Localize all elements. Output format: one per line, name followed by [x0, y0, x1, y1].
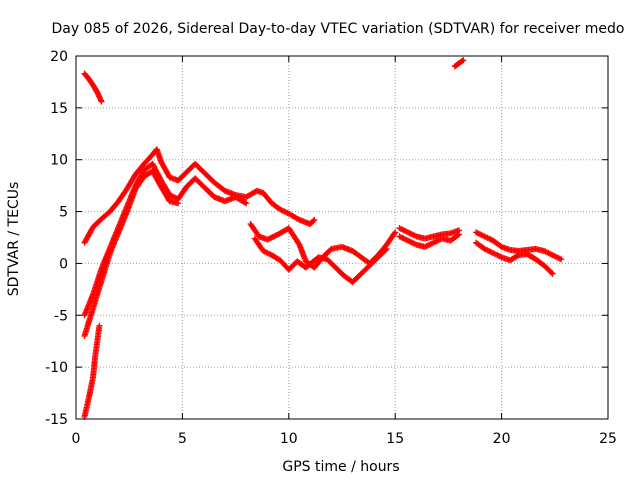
- series-track-d: [81, 322, 103, 420]
- plot-frame: [75, 55, 609, 420]
- x-tick-label: 20: [493, 431, 511, 447]
- x-axis: 0 5 10 15 20 25: [72, 56, 617, 447]
- x-tick-label: 25: [599, 431, 617, 447]
- data-point: [548, 269, 555, 276]
- data-point: [558, 256, 565, 263]
- series-track-a: [81, 146, 318, 246]
- data-point: [391, 230, 398, 237]
- series-track-upper-start: [81, 70, 105, 105]
- data-point: [382, 246, 389, 253]
- data-point: [243, 200, 250, 207]
- data-point: [311, 216, 318, 223]
- y-axis-label: SDTVAR / TECUs: [6, 182, 22, 297]
- series-track-f: [251, 235, 390, 286]
- data-point: [295, 240, 302, 247]
- y-tick-label: 20: [50, 49, 68, 65]
- data-point: [241, 199, 248, 206]
- y-tick-label: -5: [54, 308, 68, 324]
- y-axis: -15 -10 -5 0 5 10 15 20: [45, 49, 608, 428]
- y-tick-label: 0: [59, 256, 68, 272]
- series-track-late: [451, 57, 467, 70]
- x-tick-label: 5: [178, 431, 187, 447]
- data-point: [454, 232, 461, 239]
- data-point: [456, 231, 463, 238]
- y-tick-label: 5: [59, 205, 68, 221]
- y-tick-label: -10: [45, 360, 68, 376]
- data-point: [549, 270, 556, 277]
- data-point: [459, 57, 466, 64]
- x-tick-label: 15: [386, 431, 404, 447]
- y-tick-label: 10: [50, 153, 68, 169]
- chart-title: Day 085 of 2026, Sidereal Day-to-day VTE…: [52, 21, 625, 37]
- series-track-c: [81, 168, 182, 340]
- y-tick-label: -15: [45, 412, 68, 428]
- series-track-j: [473, 239, 556, 277]
- data-point: [383, 245, 390, 252]
- data-point: [392, 229, 399, 236]
- data-point: [295, 216, 302, 223]
- x-tick-label: 0: [72, 431, 81, 447]
- data-point: [96, 322, 103, 329]
- data-point: [175, 200, 182, 207]
- series-track-h: [396, 231, 463, 250]
- x-tick-label: 10: [280, 431, 298, 447]
- data-point: [310, 217, 317, 224]
- data-point: [98, 98, 105, 105]
- series-track-b: [81, 160, 250, 319]
- series-track-g: [396, 225, 463, 242]
- data-points: [81, 57, 565, 420]
- x-axis-label: GPS time / hours: [282, 459, 399, 475]
- data-point: [460, 57, 467, 64]
- y-tick-label: 15: [50, 101, 68, 117]
- grid: [76, 56, 608, 419]
